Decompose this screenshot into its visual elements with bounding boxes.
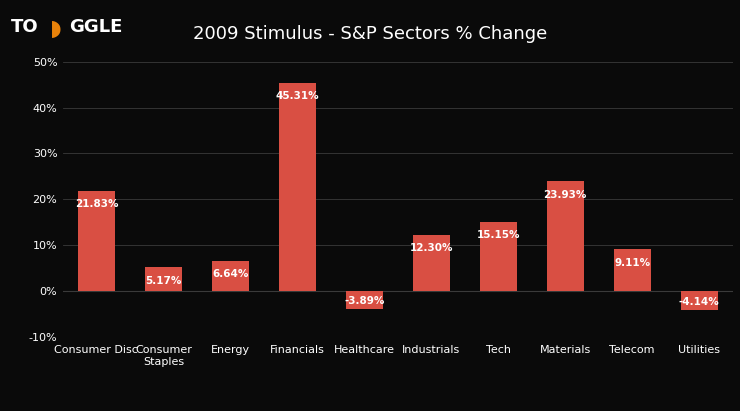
Text: 15.15%: 15.15% bbox=[477, 230, 520, 240]
Text: TO: TO bbox=[11, 18, 38, 37]
Text: ◗: ◗ bbox=[50, 18, 62, 39]
Text: 21.83%: 21.83% bbox=[75, 199, 118, 209]
Bar bbox=[279, 83, 316, 291]
Text: 23.93%: 23.93% bbox=[543, 189, 587, 200]
Text: 5.17%: 5.17% bbox=[145, 276, 181, 286]
Text: 2009 Stimulus - S&P Sectors % Change: 2009 Stimulus - S&P Sectors % Change bbox=[193, 25, 547, 43]
Bar bbox=[346, 291, 383, 309]
Bar bbox=[413, 235, 450, 291]
Bar bbox=[145, 268, 182, 291]
Bar bbox=[547, 181, 584, 291]
Text: GGLE: GGLE bbox=[69, 18, 122, 37]
Text: 45.31%: 45.31% bbox=[275, 91, 319, 102]
Text: 12.30%: 12.30% bbox=[409, 243, 453, 253]
Bar bbox=[613, 249, 650, 291]
Bar bbox=[212, 261, 249, 291]
Text: -3.89%: -3.89% bbox=[344, 296, 385, 306]
Bar bbox=[681, 291, 718, 310]
Text: 6.64%: 6.64% bbox=[212, 269, 249, 279]
Text: -4.14%: -4.14% bbox=[679, 298, 719, 307]
Bar bbox=[78, 191, 115, 291]
Bar bbox=[480, 222, 517, 291]
Text: 9.11%: 9.11% bbox=[614, 258, 650, 268]
